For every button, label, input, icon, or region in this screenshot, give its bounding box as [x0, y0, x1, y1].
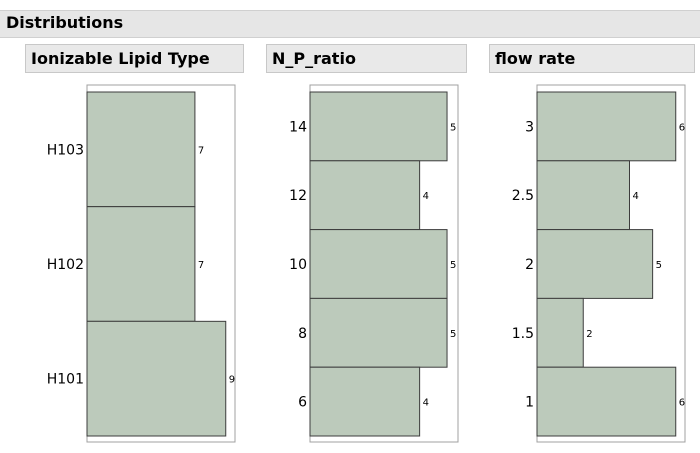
bar-count-label: 5 — [656, 260, 662, 271]
bar-count-label: 2 — [586, 329, 592, 340]
bar — [309, 91, 448, 162]
category-tick-label: 12 — [289, 188, 307, 204]
bar-count-label: 9 — [229, 375, 235, 386]
bar-count-label: 4 — [423, 398, 429, 409]
category-tick-label: 1.5 — [512, 326, 534, 342]
category-tick-label: H101 — [47, 372, 84, 388]
category-tick-label: 2.5 — [512, 188, 534, 204]
bar — [309, 366, 421, 437]
category-tick-label: H103 — [47, 142, 84, 158]
panel-title-np-ratio[interactable]: N_P_ratio — [266, 44, 467, 73]
bar — [536, 297, 584, 368]
bar — [86, 91, 196, 208]
bar-count-label: 5 — [450, 122, 456, 133]
bar — [536, 91, 677, 162]
bar — [536, 160, 630, 231]
bar-count-label: 6 — [679, 122, 685, 133]
bar — [536, 366, 677, 437]
bar-count-label: 4 — [423, 191, 429, 202]
bar-count-label: 7 — [198, 145, 204, 156]
panel-title-flow-rate[interactable]: flow rate — [489, 44, 695, 73]
category-tick-label: 6 — [298, 395, 307, 411]
bar — [309, 297, 448, 368]
report-header[interactable]: Distributions — [0, 10, 700, 38]
category-tick-label: 1 — [525, 395, 534, 411]
category-tick-label: H102 — [47, 257, 84, 273]
panel-title-lipid-type[interactable]: Ionizable Lipid Type — [25, 44, 244, 73]
category-tick-label: 2 — [525, 257, 534, 273]
bar — [86, 320, 227, 437]
report-title: Distributions — [6, 13, 124, 32]
category-tick-label: 10 — [289, 257, 307, 273]
bar-count-label: 5 — [450, 329, 456, 340]
bar — [309, 160, 421, 231]
bar — [536, 229, 654, 299]
category-tick-label: 3 — [525, 119, 534, 135]
category-tick-label: 8 — [298, 326, 307, 342]
category-tick-label: 14 — [289, 119, 307, 135]
bar-count-label: 4 — [633, 191, 639, 202]
bar — [86, 206, 196, 322]
bar-count-label: 7 — [198, 260, 204, 271]
bar-count-label: 5 — [450, 260, 456, 271]
bar — [309, 229, 448, 299]
bar-count-label: 6 — [679, 398, 685, 409]
